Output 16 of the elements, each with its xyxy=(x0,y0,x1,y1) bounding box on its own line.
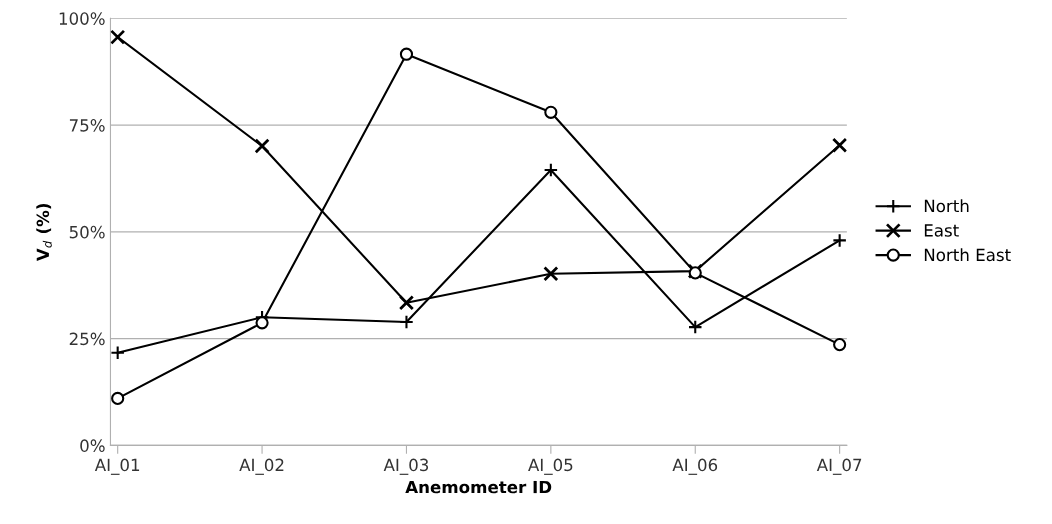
x-tick-label: AI_06 xyxy=(672,458,718,475)
x-tick-label: AI_03 xyxy=(383,458,429,475)
legend-label: North East xyxy=(924,248,1011,262)
y-tick-label: 25% xyxy=(69,332,105,346)
y-tick-label: 100% xyxy=(59,12,105,25)
y-tick-label: 50% xyxy=(69,225,105,239)
x-tick-label: AI_05 xyxy=(528,458,573,475)
y-tick-label: 75% xyxy=(69,119,105,132)
legend-label: East xyxy=(924,224,959,237)
y-tick-label: 0% xyxy=(80,439,105,452)
x-tick-label: AI_01 xyxy=(94,458,140,475)
x-axis-title: Anemometer ID xyxy=(405,480,552,494)
legend-label: North xyxy=(924,199,969,213)
y-axis-title: V$_{d}$ (%) xyxy=(36,203,52,262)
x-tick-label: AI_02 xyxy=(239,458,284,475)
x-tick-label: AI_07 xyxy=(816,458,862,475)
